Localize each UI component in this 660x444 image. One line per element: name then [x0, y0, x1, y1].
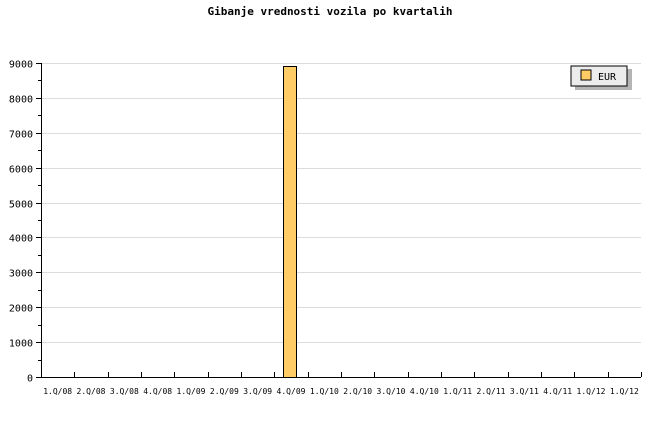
y-tick-label: 3000: [9, 269, 33, 280]
legend-label: EUR: [598, 72, 617, 83]
x-tick-label: 4.Q/11: [543, 387, 572, 396]
x-tick-label: 3.Q/11: [510, 387, 539, 396]
chart-title: Gibanje vrednosti vozila po kvartalih: [207, 5, 452, 18]
y-tick-label: 7000: [9, 130, 33, 141]
x-tick-label: 3.Q/09: [243, 387, 272, 396]
x-tick-label: 1.Q/08: [43, 387, 72, 396]
x-tick-label: 3.Q/10: [377, 387, 406, 396]
y-tick-label: 5000: [9, 200, 33, 211]
y-tick-label: 1000: [9, 339, 33, 350]
x-tick-label: 4.Q/10: [410, 387, 439, 396]
x-tick-label: 1.Q/12: [577, 387, 606, 396]
y-tick-label: 9000: [9, 60, 33, 71]
x-tick-label: 2.Q/10: [343, 387, 372, 396]
x-tick-label: 1.Q/09: [177, 387, 206, 396]
x-tick-label: 2.Q/09: [210, 387, 239, 396]
y-tick-label: 8000: [9, 95, 33, 106]
y-tick-label: 6000: [9, 165, 33, 176]
bar-4.Q/09: [283, 66, 297, 378]
x-tick-label: 2.Q/11: [477, 387, 506, 396]
legend-swatch: [580, 69, 592, 81]
x-tick-label: 1.Q/10: [310, 387, 339, 396]
x-tick-label: 4.Q/09: [277, 387, 306, 396]
x-tick-label: 1.Q/11: [443, 387, 472, 396]
y-tick-label: 2000: [9, 304, 33, 315]
x-tick-label: 2.Q/08: [77, 387, 106, 396]
x-tick-label: 1.Q/12: [610, 387, 639, 396]
x-tick-label: 3.Q/08: [110, 387, 139, 396]
y-tick-label: 0: [27, 374, 33, 385]
y-tick-label: 4000: [9, 234, 33, 245]
legend: EUR: [570, 65, 632, 90]
x-tick-label: 4.Q/08: [143, 387, 172, 396]
